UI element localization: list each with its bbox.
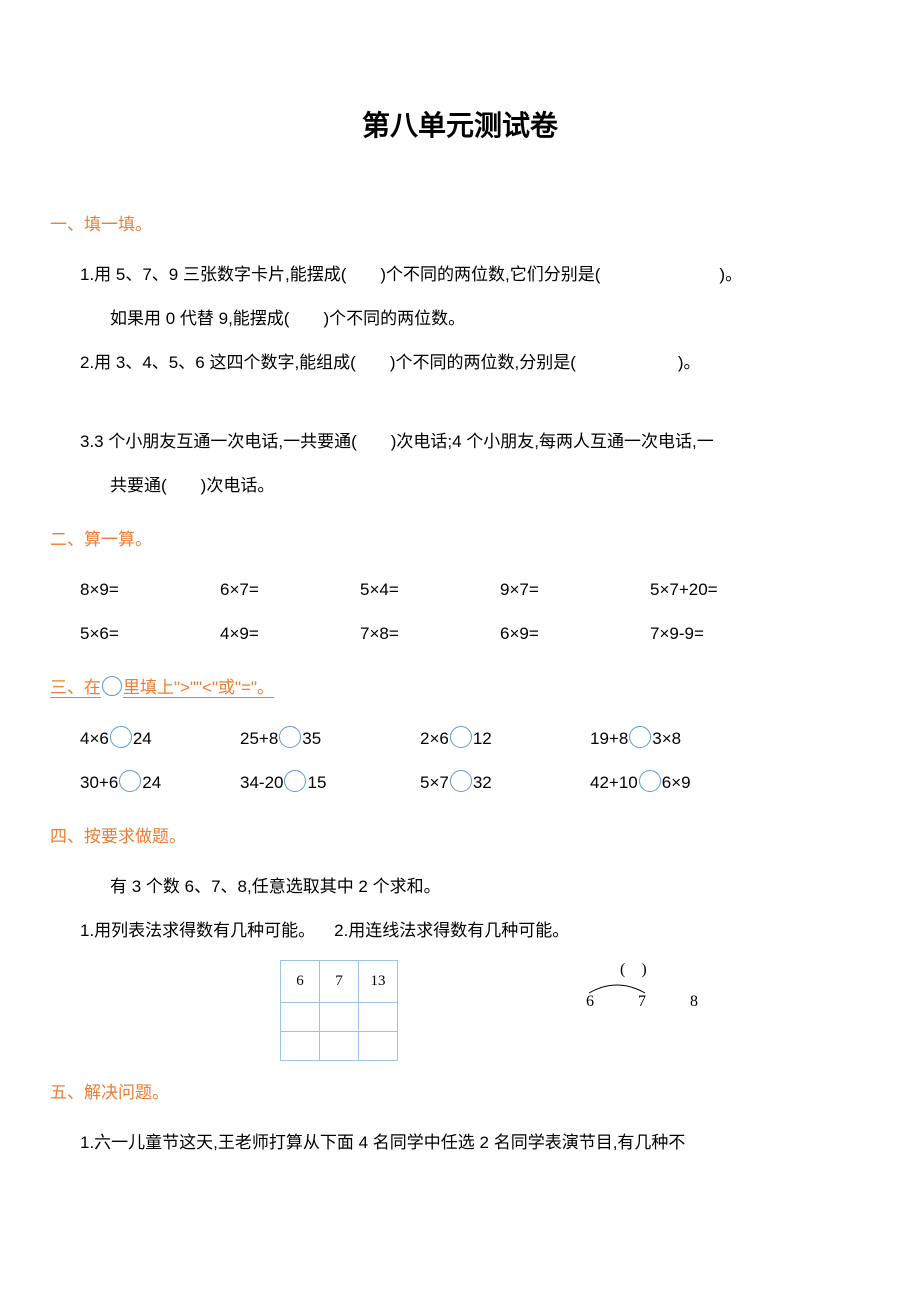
calc-cell: 5×4= [360,568,500,612]
cmp-l: 19+8 [590,729,628,748]
cmp-l: 34-20 [240,773,283,792]
cmp-r: 15 [307,773,326,792]
connect-diagram: ( ) 6 7 8 [578,960,758,1011]
cmp-l: 25+8 [240,729,278,748]
spacer [50,386,870,420]
compare-cell: 4×6 24 [80,717,240,761]
section-five-header: 五、解决问题。 [50,1071,870,1115]
table-cell: 7 [320,960,359,1002]
calc-cell: 6×7= [220,568,360,612]
cmp-r: 32 [473,773,492,792]
cmp-r: 24 [142,773,161,792]
q4-intro: 有 3 个数 6、7、8,任意选取其中 2 个求和。 [50,865,870,909]
worksheet-page: 第八单元测试卷 一、填一填。 1.用 5、7、9 三张数字卡片,能摆成( )个不… [0,0,920,1205]
section-three-header: 三、在 里填上">""<"或"="。 [50,666,870,710]
q4-2: 2.用连线法求得数有几种可能。 [334,921,569,940]
sum-table: 6 7 13 [280,960,398,1061]
circle-icon [450,770,472,792]
calc-cell: 8×9= [80,568,220,612]
table-cell [281,1031,320,1060]
table-cell [359,1002,398,1031]
compare-cell: 25+8 35 [240,717,420,761]
table-cell [359,1031,398,1060]
compare-cell: 5×7 32 [420,761,590,805]
q1-line2: 如果用 0 代替 9,能摆成( )个不同的两位数。 [50,297,870,341]
circle-icon [284,770,306,792]
connect-num: 8 [690,993,698,1011]
circle-icon [102,676,122,696]
arc-icon [583,977,663,995]
calc-cell: 4×9= [220,612,360,656]
cmp-l: 5×7 [420,773,449,792]
calc-cell: 5×6= [80,612,220,656]
calc-cell: 6×9= [500,612,650,656]
calc-row-1: 8×9= 6×7= 5×4= 9×7= 5×7+20= [50,568,870,612]
connect-num: 6 [586,993,594,1011]
circle-icon [110,726,132,748]
compare-cell: 30+6 24 [80,761,240,805]
cmp-l: 4×6 [80,729,109,748]
compare-cell: 42+10 6×9 [590,761,691,805]
q3-line2: 共要通( )次电话。 [50,464,870,508]
page-title: 第八单元测试卷 [50,90,870,163]
cmp-r: 12 [473,729,492,748]
q2: 2.用 3、4、5、6 这四个数字,能组成( )个不同的两位数,分别是( )。 [50,341,870,385]
circle-icon [119,770,141,792]
cmp-r: 6×9 [662,773,691,792]
s3-post: 里填上">""<"或"="。 [123,678,274,697]
calc-cell: 7×9-9= [650,612,704,656]
cmp-l: 2×6 [420,729,449,748]
calc-row-2: 5×6= 4×9= 7×8= 6×9= 7×9-9= [50,612,870,656]
s3-pre: 三、在 [50,678,101,697]
circle-icon [639,770,661,792]
table-row [281,1031,398,1060]
compare-cell: 34-20 15 [240,761,420,805]
table-cell: 6 [281,960,320,1002]
calc-cell: 7×8= [360,612,500,656]
circle-icon [629,726,651,748]
compare-row-1: 4×6 24 25+8 35 2×6 12 19+8 3×8 [50,717,870,761]
table-cell [320,1002,359,1031]
connect-arc [578,979,758,993]
section-three-header-text: 三、在 里填上">""<"或"="。 [50,678,274,697]
connect-num: 7 [638,993,646,1011]
circle-icon [450,726,472,748]
table-cell [320,1031,359,1060]
cmp-r: 3×8 [652,729,681,748]
section-one-header: 一、填一填。 [50,203,870,247]
compare-cell: 2×6 12 [420,717,590,761]
table-row [281,1002,398,1031]
cmp-r: 35 [302,729,321,748]
cmp-r: 24 [133,729,152,748]
compare-row-2: 30+6 24 34-20 15 5×7 32 42+10 6×9 [50,761,870,805]
q4-subquestions: 1.用列表法求得数有几种可能。 2.用连线法求得数有几种可能。 [50,909,870,953]
cmp-l: 42+10 [590,773,638,792]
section-two-header: 二、算一算。 [50,518,870,562]
calc-cell: 5×7+20= [650,568,718,612]
cmp-l: 30+6 [80,773,118,792]
table-cell: 13 [359,960,398,1002]
q3-line1: 3.3 个小朋友互通一次电话,一共要通( )次电话;4 个小朋友,每两人互通一次… [50,420,870,464]
table-row: 6 7 13 [281,960,398,1002]
circle-icon [279,726,301,748]
compare-cell: 19+8 3×8 [590,717,681,761]
section-four-header: 四、按要求做题。 [50,815,870,859]
connect-nums: 6 7 8 [578,993,758,1011]
q4-1: 1.用列表法求得数有几种可能。 [80,921,315,940]
table-cell [281,1002,320,1031]
calc-cell: 9×7= [500,568,650,612]
q5-1: 1.六一儿童节这天,王老师打算从下面 4 名同学中任选 2 名同学表演节目,有几… [50,1121,870,1165]
q4-figures: 6 7 13 ( ) 6 [50,960,870,1061]
q1-line1: 1.用 5、7、9 三张数字卡片,能摆成( )个不同的两位数,它们分别是( )。 [50,253,870,297]
